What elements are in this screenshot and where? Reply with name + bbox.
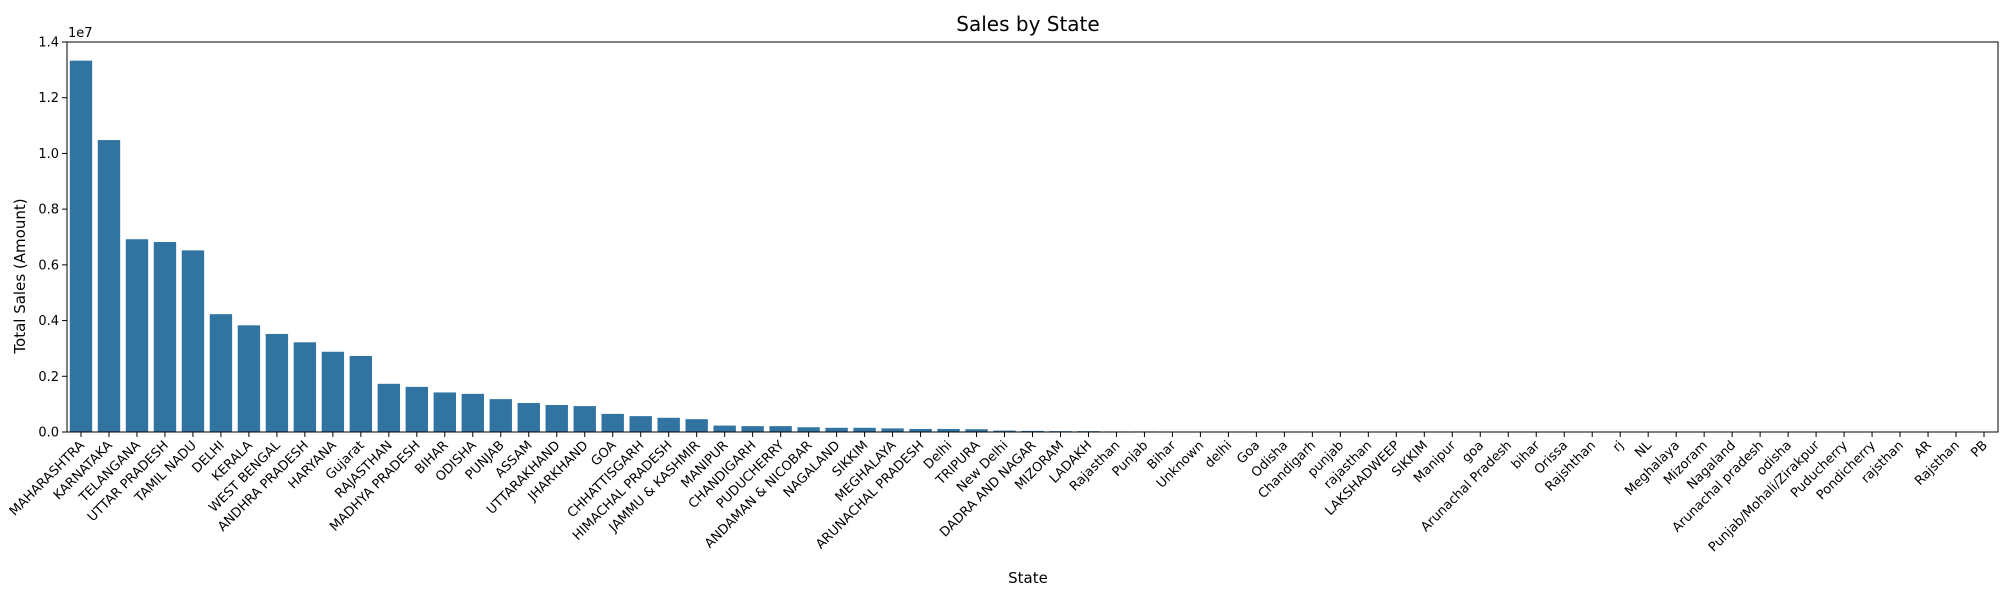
bar [601, 413, 624, 432]
bar [293, 342, 317, 432]
bar [993, 430, 1016, 432]
x-axis-label: State [1008, 569, 1048, 587]
bar [489, 399, 512, 432]
bar [713, 425, 736, 432]
y-tick-label: 1.0 [38, 147, 59, 162]
bar [209, 314, 233, 432]
bars-group [69, 60, 1996, 432]
bar [965, 429, 988, 432]
x-tick-label: PB [1968, 438, 1990, 460]
bar [685, 419, 708, 432]
bar [909, 428, 932, 432]
bar [69, 60, 93, 432]
x-tick-label: rj [1610, 438, 1627, 455]
y-axis-label: Total Sales (Amount) [11, 198, 29, 354]
bar [517, 403, 540, 432]
bar [461, 393, 484, 432]
bar [181, 250, 205, 432]
bar [797, 427, 820, 432]
bar [545, 404, 568, 432]
y-axis-ticks: 0.0 0.2 0.4 0.6 0.8 1.0 1.2 1.4 [38, 36, 67, 441]
y-tick-label: 0.4 [38, 314, 59, 329]
bar [573, 406, 596, 432]
y-tick-label: 0.0 [38, 426, 59, 441]
y-tick-label: 0.8 [38, 203, 59, 218]
bar [769, 426, 792, 432]
bar [741, 426, 764, 432]
bar [97, 140, 121, 432]
bar [433, 392, 456, 432]
bar [321, 351, 345, 432]
bar [657, 417, 680, 432]
bar [825, 427, 848, 432]
bar [349, 355, 373, 432]
y-tick-label: 1.2 [38, 91, 59, 106]
y-axis-scale-label: 1e7 [68, 26, 93, 41]
y-tick-label: 1.4 [38, 36, 59, 51]
x-tick-label: delhi [1202, 438, 1235, 471]
plot-frame [66, 41, 1999, 433]
y-tick-label: 0.6 [38, 258, 59, 273]
bar [937, 428, 960, 432]
bar [1021, 430, 1044, 432]
bar [853, 427, 876, 432]
bar [125, 239, 149, 432]
chart-title: Sales by State [956, 12, 1099, 36]
bar [629, 416, 652, 432]
bar [881, 428, 904, 432]
bar [153, 242, 177, 432]
y-tick-label: 0.2 [38, 370, 59, 385]
bar [265, 333, 289, 432]
bar [237, 325, 261, 432]
bar [377, 383, 401, 432]
bar [405, 386, 429, 432]
